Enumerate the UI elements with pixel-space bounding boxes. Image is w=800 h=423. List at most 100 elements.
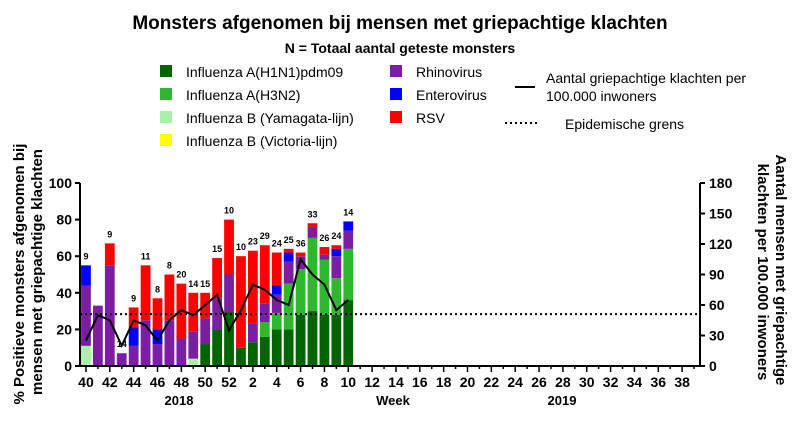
legend-line-label-2: 100.000 inwoners [546, 88, 657, 104]
bar-segment [176, 338, 187, 366]
sample-count-label: 25 [284, 235, 294, 245]
bar-segment [343, 221, 354, 231]
x-tick-label: 42 [102, 374, 118, 390]
x-tick-label: 14 [388, 374, 404, 390]
bar-segment [259, 303, 270, 323]
ili-line [85, 257, 349, 349]
x-tick-label: 24 [507, 374, 523, 390]
y-axis-left-title-line2: mensen met griepachtige klachten [29, 149, 46, 395]
x-tick-label: 6 [297, 374, 305, 390]
legend-swatch [390, 88, 402, 100]
x-tick-label: 10 [340, 374, 356, 390]
bar-segment [343, 230, 354, 249]
bar-segment [248, 250, 258, 324]
x-tick-label: 40 [78, 374, 94, 390]
bar-segment [283, 261, 294, 284]
legend-item: Influenza A(H1N1)pdm09 [160, 64, 343, 80]
bar-segment [259, 336, 270, 366]
legend-item: Influenza B (Yamagata-lijn) [160, 110, 354, 126]
y-right-tick-label: 60 [709, 297, 725, 313]
bar-segment [271, 312, 282, 330]
x-tick-label: 2 [249, 374, 257, 390]
legend-label: Influenza B (Yamagata-lijn) [186, 110, 354, 126]
sample-count-label: 14 [117, 339, 127, 349]
bar-segment [283, 283, 294, 330]
y-left-tick-label: 40 [56, 285, 72, 301]
bar-segment [236, 256, 246, 348]
year-label-2019: 2019 [548, 393, 577, 408]
bar-segment [128, 307, 139, 328]
y-axis-right-title-line2: klachten per 100.000 inwoners [754, 164, 771, 381]
legend-label: Influenza B (Victoria-lijn) [186, 133, 337, 149]
bar-segment [188, 358, 199, 366]
sample-count-label: 29 [260, 231, 270, 241]
bar-segment [331, 248, 342, 257]
year-label-2018: 2018 [165, 393, 194, 408]
legend-item: Influenza B (Victoria-lijn) [160, 133, 337, 149]
x-tick-label: 50 [197, 374, 213, 390]
y-right-tick-label: 150 [709, 206, 733, 222]
x-tick-label: 8 [321, 374, 329, 390]
bar-segment [295, 252, 306, 257]
bar-segment [271, 285, 282, 295]
legend-swatch [160, 65, 172, 77]
x-tick-label: 44 [126, 374, 142, 390]
legend-swatch [160, 111, 172, 123]
bar-segment [140, 265, 151, 321]
bar-segment [164, 320, 175, 366]
sample-count-label: 9 [131, 293, 136, 303]
bar-segment [224, 311, 234, 366]
bar-segment [295, 269, 306, 315]
sample-count-label: 8 [167, 261, 172, 271]
x-tick-label: 52 [221, 374, 237, 390]
legend-label: Influenza A(H1N1)pdm09 [186, 64, 343, 80]
x-tick-label: 4 [273, 374, 281, 390]
legend-swatch [160, 88, 172, 100]
chart-subtitle: N = Totaal aantal geteste monsters [285, 40, 516, 56]
x-tick-label: 12 [364, 374, 380, 390]
legend-swatch [390, 111, 402, 123]
sample-count-label: 9 [83, 251, 88, 261]
legend-item: RSV [390, 110, 445, 126]
bar-segment [307, 311, 318, 366]
bar-segment [248, 342, 258, 366]
bar-segment [81, 285, 91, 346]
bar-segment [81, 265, 91, 286]
bar-segment [224, 274, 234, 312]
legend-item: Rhinovirus [390, 64, 482, 80]
ili-line-path [85, 257, 349, 349]
bar-segment [319, 254, 330, 260]
legend-label: Influenza A(H3N2) [186, 87, 300, 103]
x-tick-label: 20 [460, 374, 476, 390]
bar-segment [200, 344, 211, 366]
bar-segment [200, 318, 211, 345]
bar-segment [307, 226, 318, 238]
y-right-tick-label: 180 [709, 175, 733, 191]
y-right-tick-label: 120 [709, 236, 733, 252]
y-left-tick-label: 0 [64, 358, 72, 374]
y-axis-right-title: Aantal mensen met griepachtige klachten … [754, 154, 789, 389]
y-right-tick-label: 0 [709, 358, 717, 374]
legend-label: Enterovirus [416, 87, 487, 103]
sample-count-label: 10 [236, 242, 246, 252]
bar-segment [319, 259, 330, 315]
x-tick-label: 34 [627, 374, 643, 390]
sample-count-label: 33 [307, 209, 317, 219]
legend-label: Rhinovirus [416, 64, 482, 80]
x-tick-label: 32 [603, 374, 619, 390]
bar-segment [259, 245, 270, 304]
x-tick-label: 26 [531, 374, 547, 390]
sample-count-label: 20 [176, 270, 186, 280]
bar-segment [212, 258, 223, 299]
x-tick-label: 16 [412, 374, 428, 390]
bar-segment [283, 248, 294, 253]
bar-segment [104, 265, 115, 366]
bar-segment [152, 344, 163, 366]
bar-segment [295, 314, 306, 366]
bar-segment [116, 353, 127, 366]
bar-segment [128, 345, 139, 366]
sample-count-label: 8 [155, 284, 160, 294]
bar-segment [248, 323, 258, 343]
